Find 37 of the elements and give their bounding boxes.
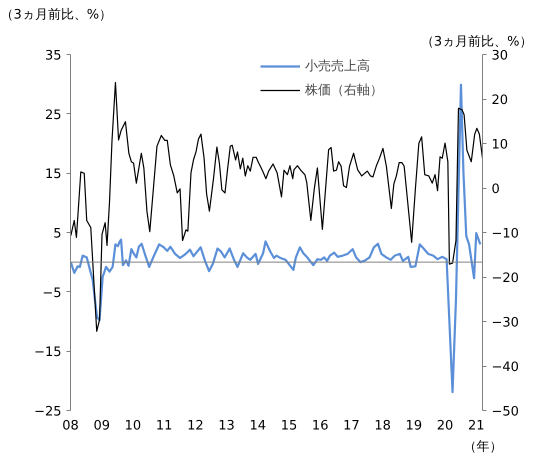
y2-tick-label: −20 xyxy=(492,271,519,286)
y-tick-label: 15 xyxy=(44,167,62,182)
x-tick-label: 13 xyxy=(218,418,235,434)
y2-tick-label: 20 xyxy=(492,93,508,108)
legend-label: 小売売上高 xyxy=(305,58,370,75)
x-tick-label: 20 xyxy=(436,418,454,434)
y-tick-label: 5 xyxy=(53,226,62,242)
y2-tick-label: −40 xyxy=(492,360,519,375)
y-tick-label: 35 xyxy=(44,48,62,64)
y2-tick-label: −50 xyxy=(492,404,519,420)
x-tick-label: 09 xyxy=(93,418,110,434)
x-tick-label: 18 xyxy=(374,418,391,434)
y2-tick-label: 0 xyxy=(492,182,500,197)
y-tick-label: 25 xyxy=(44,108,62,123)
y2-tick-label: −10 xyxy=(492,226,519,242)
legend-label: 株価（右軸） xyxy=(305,82,383,99)
y2-tick-label: 10 xyxy=(492,138,508,152)
x-tick-label: 16 xyxy=(312,418,328,434)
y-axis-title: （3ヵ月前比、%） xyxy=(0,8,112,22)
x-tick-label: 10 xyxy=(124,418,142,434)
x-tick-label: 21 xyxy=(468,418,485,434)
x-tick-label: 08 xyxy=(62,418,79,434)
x-tick-label: 19 xyxy=(406,418,422,434)
y2-axis-title: （3ヵ月前比、%） xyxy=(420,34,532,50)
y-tick-label: −5 xyxy=(42,286,62,301)
line-series xyxy=(70,84,482,394)
x-tick-label: 14 xyxy=(250,418,266,434)
x-tick-label: 12 xyxy=(187,418,204,434)
x-tick-label: 15 xyxy=(280,418,298,434)
y-tick-label: −15 xyxy=(34,345,62,360)
y2-tick-label: −30 xyxy=(492,316,519,330)
x-tick-label: 17 xyxy=(343,418,360,434)
y2-tick-label: 30 xyxy=(492,48,508,64)
x-axis-title: （年） xyxy=(464,440,502,454)
line-series xyxy=(70,82,482,332)
x-tick-label: 11 xyxy=(156,418,172,434)
y-tick-label: −25 xyxy=(34,404,62,420)
